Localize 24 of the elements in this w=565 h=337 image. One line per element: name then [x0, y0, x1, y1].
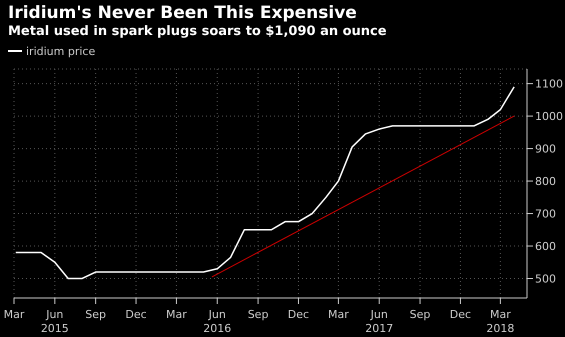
x-tick-label: Jun 2016: [203, 308, 232, 335]
chart-subtitle: Metal used in spark plugs soars to $1,090 an ounce: [7, 23, 388, 41]
x-tick-label: Jun 2017: [365, 308, 394, 335]
line-series: [15, 86, 515, 280]
x-tick-label: Dec: [288, 308, 310, 321]
y-tick-label: 900: [535, 142, 556, 156]
chart-title: Iridium's Never Been This Expensive: [7, 2, 358, 23]
legend-label: iridium price: [26, 44, 96, 58]
x-tick-label: Mar: [166, 308, 188, 321]
x-tick-label: Jun 2015: [40, 308, 69, 335]
x-tick-label: Sep: [248, 308, 268, 321]
x-tick-label: Dec: [125, 308, 147, 321]
y-tick-label: 1100: [535, 78, 563, 91]
x-tick-label: Dec: [450, 308, 472, 321]
x-tick-label: Sep: [85, 308, 106, 321]
x-tick-label: Mar: [328, 308, 350, 321]
x-tick-label: Mar: [4, 308, 25, 321]
x-tick-label: Mar 2018: [486, 308, 514, 335]
x-tick-label: Sep: [410, 308, 430, 321]
y-tick-label: 700: [535, 207, 556, 220]
y-tick-label: 800: [535, 174, 556, 188]
y-tick-label: 600: [535, 240, 556, 253]
y-tick-label: 500: [535, 272, 556, 286]
y-tick-label: 1000: [535, 110, 563, 124]
